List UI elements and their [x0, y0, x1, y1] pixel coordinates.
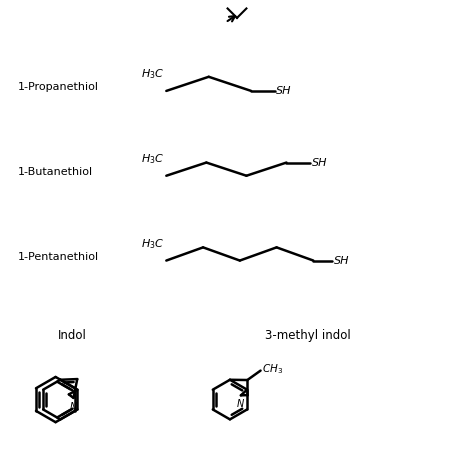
Text: 3-methyl indol: 3-methyl indol [265, 329, 351, 342]
Text: SH: SH [334, 255, 349, 265]
Text: 1-Pentanethiol: 1-Pentanethiol [18, 252, 99, 262]
Text: N: N [237, 399, 245, 409]
Text: SH: SH [276, 86, 292, 96]
Text: 1-Propanethiol: 1-Propanethiol [18, 82, 99, 92]
Text: $CH_3$: $CH_3$ [262, 362, 283, 376]
Text: Indol: Indol [58, 329, 87, 342]
Text: N: N [70, 401, 77, 412]
Text: $H_3C$: $H_3C$ [141, 152, 164, 166]
Text: SH: SH [311, 157, 327, 167]
Text: 1-Butanethiol: 1-Butanethiol [18, 167, 93, 177]
Text: $H_3C$: $H_3C$ [141, 67, 164, 82]
Text: $H_3C$: $H_3C$ [141, 237, 164, 251]
